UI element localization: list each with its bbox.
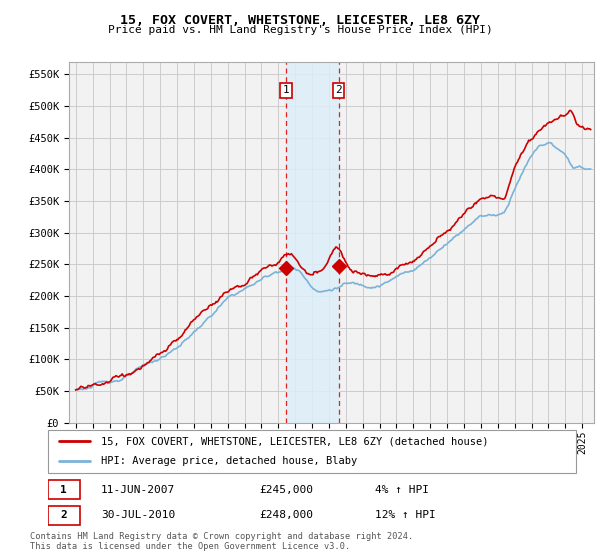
Text: 1: 1 <box>283 86 289 96</box>
FancyBboxPatch shape <box>48 480 80 500</box>
Text: 2: 2 <box>335 86 342 96</box>
FancyBboxPatch shape <box>48 506 80 525</box>
Text: 12% ↑ HPI: 12% ↑ HPI <box>376 510 436 520</box>
Text: 11-JUN-2007: 11-JUN-2007 <box>101 485 175 495</box>
Text: Price paid vs. HM Land Registry's House Price Index (HPI): Price paid vs. HM Land Registry's House … <box>107 25 493 35</box>
FancyBboxPatch shape <box>48 430 576 473</box>
Text: 15, FOX COVERT, WHETSTONE, LEICESTER, LE8 6ZY (detached house): 15, FOX COVERT, WHETSTONE, LEICESTER, LE… <box>101 436 488 446</box>
Bar <box>286 62 339 423</box>
Text: 30-JUL-2010: 30-JUL-2010 <box>101 510 175 520</box>
Text: £245,000: £245,000 <box>259 485 313 495</box>
Text: Contains HM Land Registry data © Crown copyright and database right 2024.
This d: Contains HM Land Registry data © Crown c… <box>30 532 413 552</box>
Text: 1: 1 <box>61 485 67 495</box>
Text: 4% ↑ HPI: 4% ↑ HPI <box>376 485 430 495</box>
Text: 15, FOX COVERT, WHETSTONE, LEICESTER, LE8 6ZY: 15, FOX COVERT, WHETSTONE, LEICESTER, LE… <box>120 14 480 27</box>
Text: £248,000: £248,000 <box>259 510 313 520</box>
Text: 2: 2 <box>61 510 67 520</box>
Text: HPI: Average price, detached house, Blaby: HPI: Average price, detached house, Blab… <box>101 456 357 466</box>
